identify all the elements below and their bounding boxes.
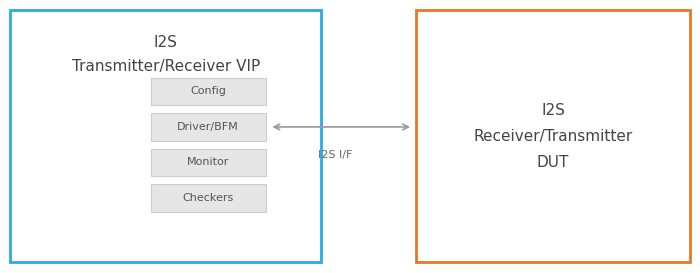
Text: Checkers: Checkers bbox=[183, 193, 234, 203]
Text: I2S
Receiver/Transmitter
DUT: I2S Receiver/Transmitter DUT bbox=[473, 103, 633, 170]
Text: Monitor: Monitor bbox=[187, 158, 230, 167]
Bar bbox=[416, 10, 690, 262]
Bar bbox=[150, 149, 266, 176]
Text: I2S
Transmitter/Receiver VIP: I2S Transmitter/Receiver VIP bbox=[72, 35, 260, 74]
Bar bbox=[150, 78, 266, 105]
Bar bbox=[150, 184, 266, 212]
Bar bbox=[10, 10, 321, 262]
Text: I2S I/F: I2S I/F bbox=[318, 150, 353, 160]
Bar bbox=[150, 113, 266, 141]
Text: Config: Config bbox=[190, 87, 226, 96]
Text: Driver/BFM: Driver/BFM bbox=[177, 122, 239, 132]
